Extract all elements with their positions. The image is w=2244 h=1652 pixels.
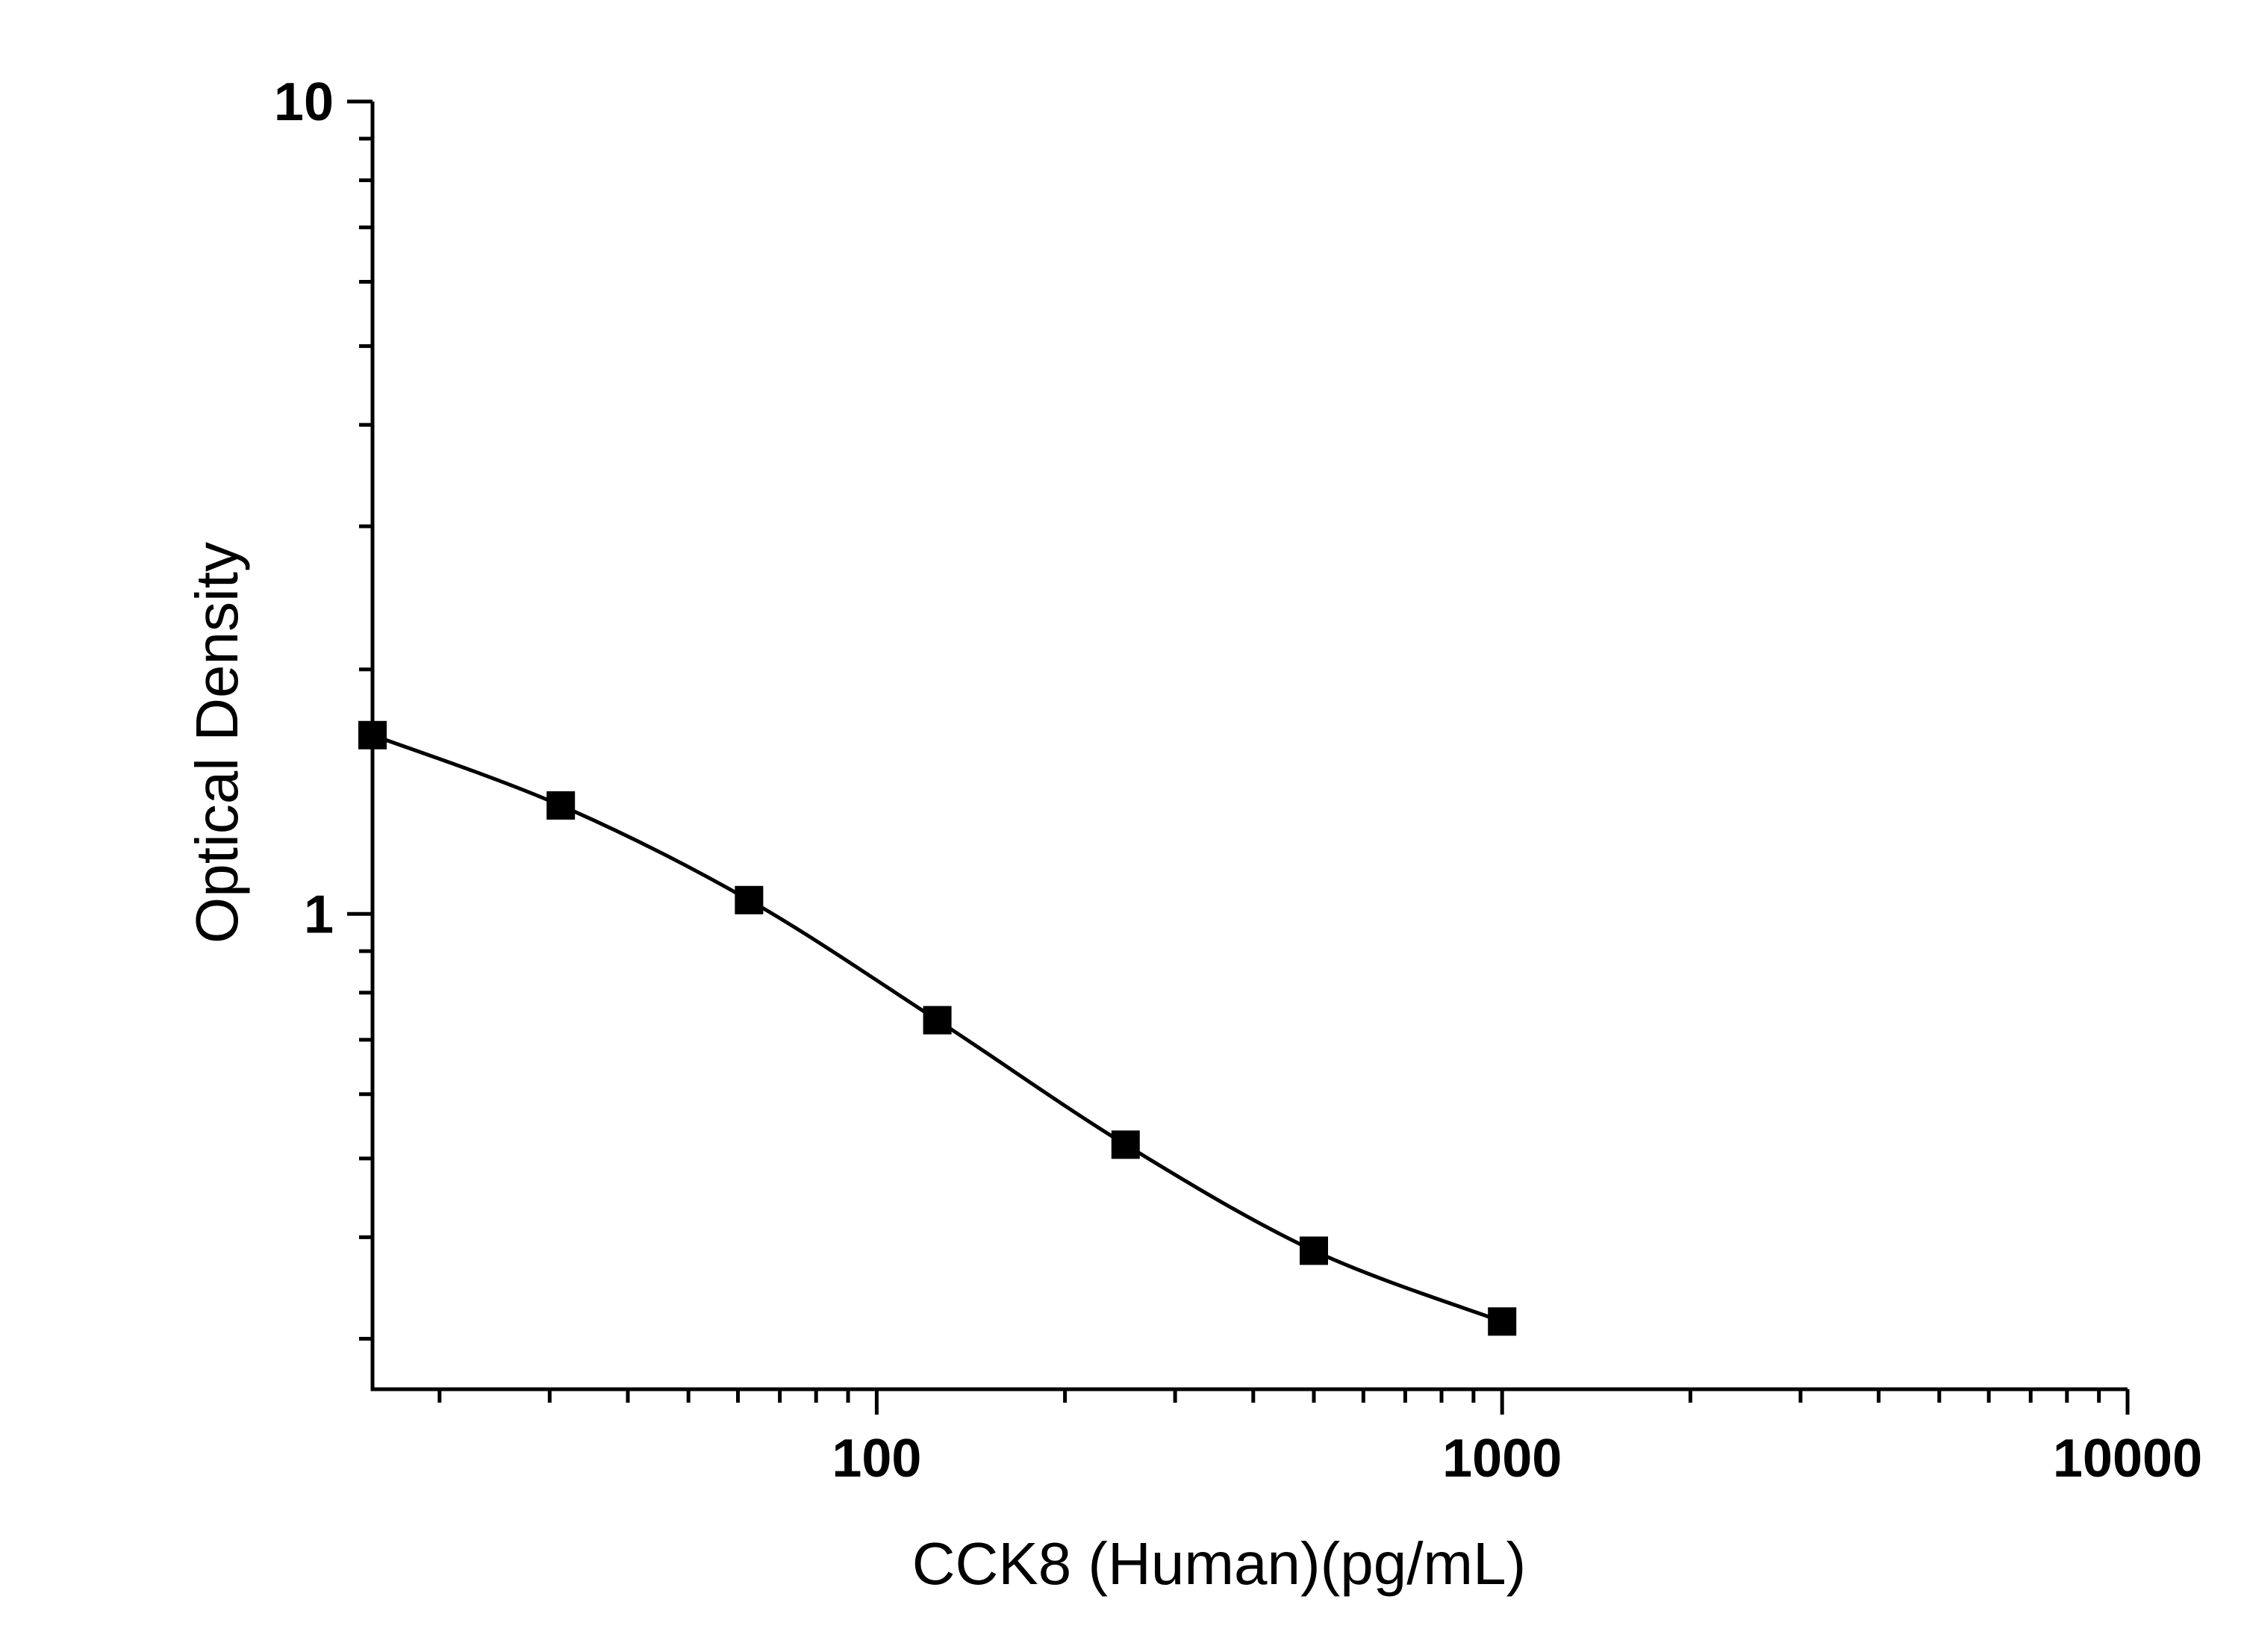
x-tick-label: 1000 — [1442, 1429, 1562, 1489]
data-point — [358, 720, 387, 749]
data-point — [923, 1006, 952, 1035]
data-point — [546, 791, 576, 820]
axes — [370, 102, 2128, 1391]
x-tick-label: 10000 — [2053, 1429, 2202, 1489]
data-points — [358, 720, 1517, 1336]
data-point — [1111, 1130, 1140, 1159]
data-point — [735, 885, 764, 914]
x-axis-title: CCK8 (Human)(pg/mL) — [912, 1530, 1526, 1597]
x-axis-ticks: 100 1000 10000 — [437, 1389, 2202, 1489]
y-tick-label: 10 — [274, 72, 334, 132]
y-tick-label: 1 — [304, 885, 334, 944]
data-point — [1300, 1236, 1329, 1265]
data-point — [1488, 1307, 1517, 1336]
x-tick-label: 100 — [832, 1429, 921, 1489]
y-axis-title: Optical Density — [184, 542, 250, 944]
y-axis-ticks: 1 10 — [274, 72, 373, 1341]
